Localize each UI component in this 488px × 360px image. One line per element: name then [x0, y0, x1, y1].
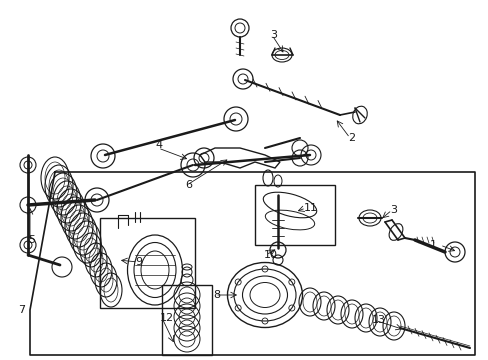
Text: 7: 7 [18, 305, 25, 315]
Polygon shape [200, 148, 280, 168]
Text: 4: 4 [155, 140, 162, 150]
Text: 1: 1 [429, 240, 436, 250]
Bar [162, 285, 212, 355]
Text: 11: 11 [304, 203, 317, 213]
Circle shape [20, 157, 36, 173]
Text: 8: 8 [213, 290, 220, 300]
Text: 5: 5 [28, 235, 35, 245]
Text: 6: 6 [184, 180, 192, 190]
Circle shape [20, 237, 36, 253]
Text: 2: 2 [347, 133, 354, 143]
Bar [254, 185, 334, 245]
Text: 3: 3 [269, 30, 276, 40]
Bar [100, 218, 195, 308]
Text: 3: 3 [389, 205, 396, 215]
Text: 13: 13 [371, 315, 385, 325]
Text: 12: 12 [160, 313, 174, 323]
Text: 10: 10 [264, 250, 278, 260]
Text: 9: 9 [135, 257, 142, 267]
